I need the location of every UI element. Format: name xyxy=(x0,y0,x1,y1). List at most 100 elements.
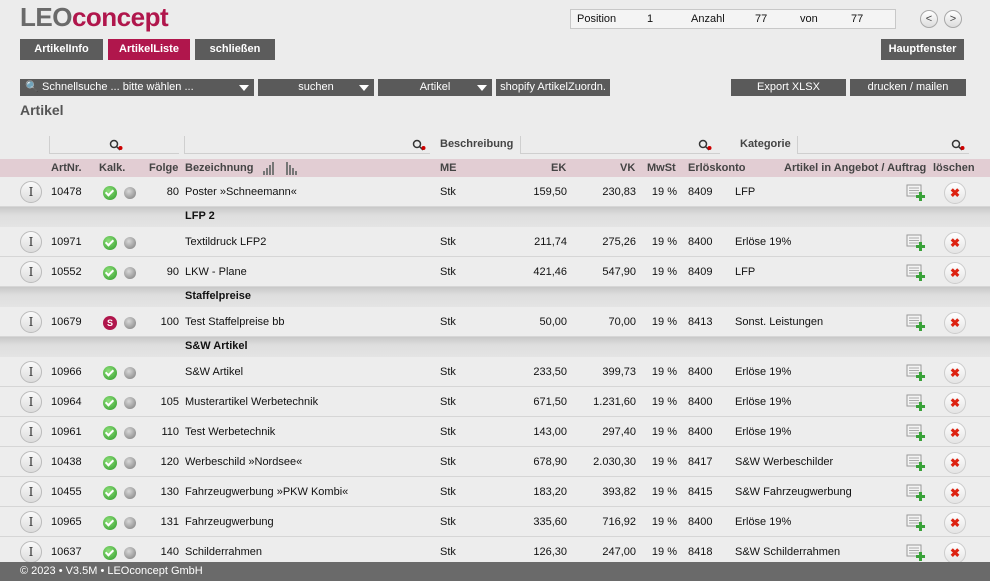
table-row[interactable]: I 10438 120 Werbeschild »Nordsee« Stk 678,90 2… xyxy=(0,447,990,477)
info-button[interactable]: I xyxy=(20,361,42,383)
col-erloeskonto[interactable]: Erlöskonto xyxy=(688,162,746,174)
info-button[interactable]: I xyxy=(20,541,42,563)
col-folge[interactable]: Folge xyxy=(149,162,179,174)
export-xlsx-button[interactable]: Export XLSX xyxy=(731,79,846,96)
delete-button[interactable]: ✖ xyxy=(944,232,966,254)
table-row[interactable]: I 10679 S 100 Test Staffelpreise bb Stk 50,00 7… xyxy=(0,307,990,337)
col-loeschen[interactable]: löschen xyxy=(933,162,975,174)
info-button[interactable]: I xyxy=(20,391,42,413)
delete-button[interactable]: ✖ xyxy=(944,262,966,284)
delete-button[interactable]: ✖ xyxy=(944,542,966,564)
add-to-offer-icon[interactable] xyxy=(906,364,926,381)
calculation-ok-icon[interactable] xyxy=(103,396,117,410)
info-button[interactable]: I xyxy=(20,311,42,333)
delete-button[interactable]: ✖ xyxy=(944,182,966,204)
info-button[interactable]: I xyxy=(20,181,42,203)
col-me[interactable]: ME xyxy=(440,162,457,174)
delete-button[interactable]: ✖ xyxy=(944,312,966,334)
status-dot-icon[interactable] xyxy=(124,547,136,559)
status-dot-icon[interactable] xyxy=(124,187,136,199)
filter-search-icon[interactable] xyxy=(412,139,426,151)
add-to-offer-icon[interactable] xyxy=(906,394,926,411)
delete-button[interactable]: ✖ xyxy=(944,512,966,534)
add-to-offer-icon[interactable] xyxy=(906,234,926,251)
col-artnr[interactable]: ArtNr. xyxy=(51,162,82,174)
info-button[interactable]: I xyxy=(20,511,42,533)
add-to-offer-icon[interactable] xyxy=(906,454,926,471)
calculation-ok-icon[interactable] xyxy=(103,186,117,200)
status-dot-icon[interactable] xyxy=(124,397,136,409)
delete-button[interactable]: ✖ xyxy=(944,362,966,384)
add-to-offer-icon[interactable] xyxy=(906,184,926,201)
calculation-ok-icon[interactable] xyxy=(103,266,117,280)
filter-search-icon[interactable] xyxy=(951,139,965,151)
info-button[interactable]: I xyxy=(20,451,42,473)
artikel-select[interactable]: Artikel xyxy=(378,79,492,96)
calculation-ok-icon[interactable] xyxy=(103,456,117,470)
shopify-zuordnung-button[interactable]: shopify ArtikelZuordn. xyxy=(496,79,610,96)
artnr-filter-field[interactable] xyxy=(49,136,179,154)
status-dot-icon[interactable] xyxy=(124,427,136,439)
calculation-ok-icon[interactable] xyxy=(103,236,117,250)
sort-bars-icon[interactable] xyxy=(263,162,301,175)
table-row[interactable]: I 10552 90 LKW - Plane Stk 421,46 547,90 19 % 84… xyxy=(0,257,990,287)
info-button[interactable]: I xyxy=(20,261,42,283)
position-label: Position xyxy=(577,13,617,25)
status-dot-icon[interactable] xyxy=(124,487,136,499)
status-dot-icon[interactable] xyxy=(124,317,136,329)
bezeichnung-filter-field[interactable] xyxy=(184,136,430,154)
close-tab-button[interactable]: schließen xyxy=(195,39,275,60)
delete-button[interactable]: ✖ xyxy=(944,392,966,414)
delete-button[interactable]: ✖ xyxy=(944,482,966,504)
status-dot-icon[interactable] xyxy=(124,267,136,279)
previous-record-button[interactable]: < xyxy=(920,10,938,28)
calculation-ok-icon[interactable] xyxy=(103,486,117,500)
status-dot-icon[interactable] xyxy=(124,517,136,529)
col-bezeichnung[interactable]: Bezeichnung xyxy=(185,162,254,174)
calculation-ok-icon[interactable] xyxy=(103,426,117,440)
status-dot-icon[interactable] xyxy=(124,457,136,469)
add-to-offer-icon[interactable] xyxy=(906,264,926,281)
status-dot-icon[interactable] xyxy=(124,237,136,249)
suchen-label: suchen xyxy=(298,81,334,93)
calculation-ok-icon[interactable] xyxy=(103,546,117,560)
info-button[interactable]: I xyxy=(20,421,42,443)
calculation-ok-icon[interactable] xyxy=(103,366,117,380)
add-to-offer-icon[interactable] xyxy=(906,314,926,331)
delete-button[interactable]: ✖ xyxy=(944,422,966,444)
add-to-offer-icon[interactable] xyxy=(906,484,926,501)
col-angebot-auftrag[interactable]: Artikel in Angebot / Auftrag xyxy=(784,162,927,174)
delete-button[interactable]: ✖ xyxy=(944,452,966,474)
add-to-offer-icon[interactable] xyxy=(906,544,926,561)
table-row[interactable]: I 10961 110 Test Werbetechnik Stk 143,00 297,4… xyxy=(0,417,990,447)
main-window-button[interactable]: Hauptfenster xyxy=(881,39,964,60)
col-kalk[interactable]: Kalk. xyxy=(99,162,126,174)
staffel-price-badge[interactable]: S xyxy=(103,316,117,330)
beschreibung-filter-field[interactable] xyxy=(520,136,720,154)
calculation-ok-icon[interactable] xyxy=(103,516,117,530)
quick-search-select[interactable]: 🔍 Schnellsuche ... bitte wählen ... xyxy=(20,79,254,96)
col-vk[interactable]: VK xyxy=(620,162,636,174)
tab-artikelinfo[interactable]: ArtikelInfo xyxy=(20,39,103,60)
next-record-button[interactable]: > xyxy=(944,10,962,28)
add-to-offer-icon[interactable] xyxy=(906,514,926,531)
filter-search-icon[interactable] xyxy=(698,139,712,151)
status-dot-icon[interactable] xyxy=(124,367,136,379)
col-ek[interactable]: EK xyxy=(551,162,567,174)
kategorie-filter-field[interactable] xyxy=(797,136,969,154)
cell-erloeskonto: 8409 xyxy=(688,266,713,278)
table-row[interactable]: I 10966 S&W Artikel Stk 233,50 399,73 19 % 8400… xyxy=(0,357,990,387)
info-button[interactable]: I xyxy=(20,231,42,253)
suchen-select[interactable]: suchen xyxy=(258,79,374,96)
tab-artikelliste[interactable]: ArtikelListe xyxy=(108,39,190,60)
table-row[interactable]: I 10965 131 Fahrzeugwerbung Stk 335,60 716,92 1… xyxy=(0,507,990,537)
filter-search-icon[interactable] xyxy=(109,139,123,151)
table-row[interactable]: I 10455 130 Fahrzeugwerbung »PKW Kombi« Stk 1… xyxy=(0,477,990,507)
info-button[interactable]: I xyxy=(20,481,42,503)
print-mail-button[interactable]: drucken / mailen xyxy=(850,79,966,96)
table-row[interactable]: I 10971 Textildruck LFP2 Stk 211,74 275,26 19 … xyxy=(0,227,990,257)
add-to-offer-icon[interactable] xyxy=(906,424,926,441)
col-mwst[interactable]: MwSt xyxy=(647,162,676,174)
table-row[interactable]: I 10478 80 Poster »Schneemann« Stk 159,50 230,… xyxy=(0,177,990,207)
table-row[interactable]: I 10964 105 Musterartikel Werbetechnik Stk 67… xyxy=(0,387,990,417)
